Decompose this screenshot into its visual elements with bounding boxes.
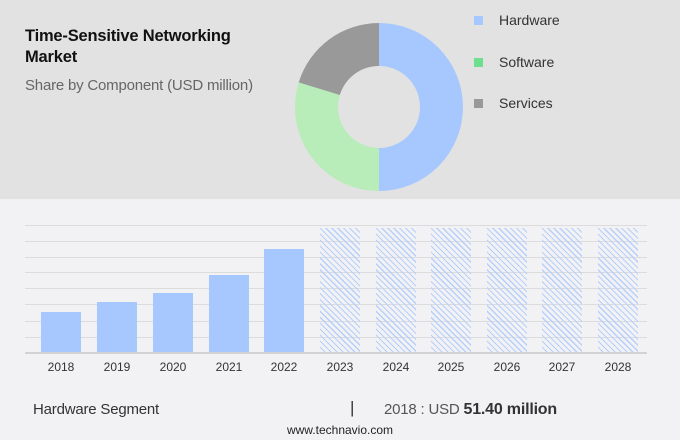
- legend-swatch-icon: [474, 98, 483, 108]
- x-tick-label: 2020: [159, 360, 187, 374]
- segment-value-amount: 51.40 million: [463, 401, 558, 418]
- x-tick-label: 2026: [493, 360, 521, 374]
- donut-slice-hardware: [379, 23, 463, 191]
- segment-label: Hardware Segment: [33, 401, 160, 418]
- x-tick-label: 2024: [382, 360, 410, 374]
- bar-2026-forecast: [487, 228, 527, 352]
- website-link[interactable]: www.technavio.com: [286, 423, 394, 437]
- donut-slice-services: [298, 23, 379, 95]
- bar-2024-forecast: [376, 228, 416, 352]
- bar-2021: [209, 275, 249, 352]
- x-tick-label: 2025: [437, 360, 465, 374]
- segment-value-prefix: 2018 : USD: [384, 401, 460, 418]
- footer-separator: |: [350, 398, 355, 417]
- bar-2020: [153, 293, 193, 352]
- grid-line: [25, 225, 647, 226]
- legend-swatch-icon: [474, 57, 483, 67]
- bar-2019: [97, 302, 137, 352]
- bar-2023-forecast: [320, 228, 360, 352]
- legend-item-hardware: Hardware: [474, 10, 560, 30]
- bar-2022: [264, 249, 304, 352]
- bar-2025-forecast: [431, 228, 471, 352]
- segment-value: 2018 : USD 51.40 million: [384, 401, 557, 419]
- x-axis-line: [25, 352, 647, 354]
- x-tick-label: 2019: [103, 360, 131, 374]
- legend-item-software: Software: [474, 52, 554, 72]
- bar-chart: 2018 2019 2020 2021 2022 2023 2024 2025 …: [0, 200, 680, 385]
- legend-swatch-icon: [474, 15, 483, 25]
- summary-panel: Time-Sensitive Networking Market Share b…: [0, 0, 680, 199]
- bar-2018: [41, 312, 81, 352]
- legend-item-services: Services: [474, 93, 553, 113]
- x-tick-label: 2027: [548, 360, 576, 374]
- legend-label: Services: [499, 95, 553, 111]
- x-tick-label: 2023: [326, 360, 354, 374]
- bar-2027-forecast: [542, 228, 582, 352]
- x-tick-label: 2022: [270, 360, 298, 374]
- donut-chart: [295, 23, 463, 191]
- chart-title: Time-Sensitive Networking Market: [25, 27, 231, 66]
- bar-2028-forecast: [598, 228, 638, 352]
- donut-slice-software: [295, 82, 379, 191]
- x-tick-label: 2021: [215, 360, 243, 374]
- legend-label: Hardware: [499, 12, 560, 28]
- x-tick-label: 2028: [604, 360, 632, 374]
- legend-label: Software: [499, 54, 555, 70]
- chart-subtitle: Share by Component (USD million): [25, 77, 253, 94]
- x-tick-label: 2018: [47, 360, 75, 374]
